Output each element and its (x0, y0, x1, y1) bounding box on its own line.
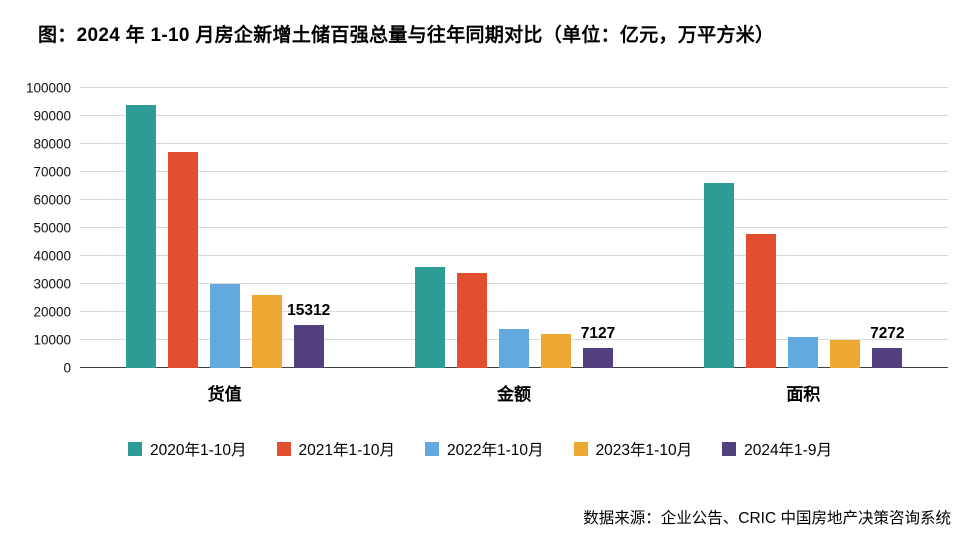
x-category-label: 面积 (786, 385, 821, 404)
legend-item: 2021年1-10月 (276, 438, 396, 460)
bar-group: 7272 (659, 88, 948, 368)
bar (788, 337, 819, 368)
y-tick-label: 10000 (33, 332, 71, 348)
bar-value-label: 7127 (580, 325, 616, 343)
legend-label: 2021年1-10月 (298, 442, 396, 459)
legend-label: 2023年1-10月 (595, 442, 693, 459)
bar (540, 334, 571, 368)
gridline (80, 283, 948, 284)
chart-title: 图：2024 年 1-10 月房企新增土储百强总量与往年同期对比（单位：亿元，万… (38, 25, 775, 46)
legend-swatch (128, 442, 143, 456)
bar (704, 183, 735, 368)
y-tick-label: 80000 (33, 136, 71, 152)
legend-swatch (722, 442, 737, 456)
gridline (80, 255, 948, 256)
plot-area: 0 10000 20000 30000 40000 50000 60000 70000 8000… (26, 81, 948, 376)
legend: 2020年1-10月 2021年1-10月 2022年1-10月 2023年1-10月… (40, 438, 920, 460)
gridline (80, 115, 948, 116)
legend-item: 2022年1-10月 (425, 438, 544, 460)
y-tick-label: 50000 (33, 220, 71, 236)
legend-swatch (276, 442, 291, 456)
bar (830, 340, 861, 368)
bar (251, 295, 282, 368)
legend-label: 2024年1-9月 (744, 442, 832, 459)
y-tick-label: 60000 (33, 192, 71, 208)
y-tick-label: 20000 (33, 304, 71, 320)
bar (456, 272, 487, 368)
bar-value-label: 15312 (287, 302, 331, 320)
bar-value-label: 7272 (870, 324, 905, 342)
bar-group: 7127 (369, 88, 658, 368)
bar (125, 104, 156, 368)
legend-item: 2024年1-9月 (722, 438, 832, 460)
legend-label: 2022年1-10月 (447, 442, 544, 459)
gridline (80, 311, 948, 312)
bar (167, 152, 198, 368)
legend-swatch (425, 442, 440, 456)
gridline (80, 171, 948, 172)
gridline (80, 227, 948, 228)
legend-item: 2023年1-10月 (573, 438, 693, 460)
bar (209, 284, 240, 368)
bar-groups: 15312 7127 7272 (80, 88, 948, 368)
legend-item: 2020年1-10月 (128, 438, 247, 460)
gridline (80, 87, 948, 88)
y-tick-label: 90000 (33, 108, 71, 124)
y-tick-label: 40000 (33, 248, 71, 264)
legend-label: 2020年1-10月 (150, 442, 247, 459)
bar: 7272 (870, 325, 905, 368)
bar-group: 15312 (80, 88, 369, 368)
y-tick-label: 100000 (25, 80, 71, 96)
gridline (80, 143, 948, 144)
y-tick-label: 30000 (33, 276, 71, 292)
legend-swatch (573, 442, 588, 456)
y-tick-label: 0 (63, 360, 71, 376)
x-axis-labels: 货值 金额 面积 (80, 380, 948, 405)
x-category-label: 货值 (207, 385, 242, 404)
bar: 15312 (287, 302, 330, 368)
bar (414, 267, 445, 368)
data-source: 数据来源：企业公告、CRIC 中国房地产决策咨询系统 (583, 510, 951, 527)
bar (498, 328, 529, 368)
gridline (80, 199, 948, 200)
bar: 7127 (581, 325, 615, 368)
bar (746, 233, 777, 368)
x-category-label: 金额 (496, 385, 531, 404)
y-tick-label: 70000 (33, 164, 71, 180)
